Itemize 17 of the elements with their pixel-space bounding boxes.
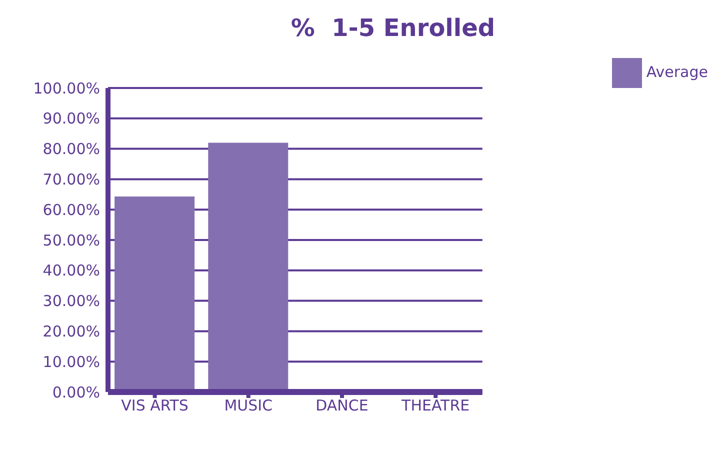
y-tick-label: 60.00% [42,200,100,219]
y-tick-label: 10.00% [42,352,100,371]
y-tick-label: 30.00% [42,292,100,310]
y-tick-label: 80.00% [42,140,100,158]
y-tick-label: 40.00% [42,262,100,280]
y-tick-label: 100.00% [33,79,100,98]
x-tick-label: VIS ARTS [121,396,188,415]
legend-label: Average [646,63,708,82]
y-tick-label: 50.00% [42,231,100,250]
x-tick-label: THEATRE [400,396,470,415]
y-tick-label: 90.00% [42,110,100,128]
y-tick-label: 20.00% [42,322,100,341]
y-tick-label: 0.00% [52,383,100,402]
x-tick-label: MUSIC [224,396,273,415]
chart-title: % 1-5 Enrolled [290,13,496,44]
y-tick-label: 70.00% [42,170,100,189]
x-tick-label: DANCE [316,396,368,415]
